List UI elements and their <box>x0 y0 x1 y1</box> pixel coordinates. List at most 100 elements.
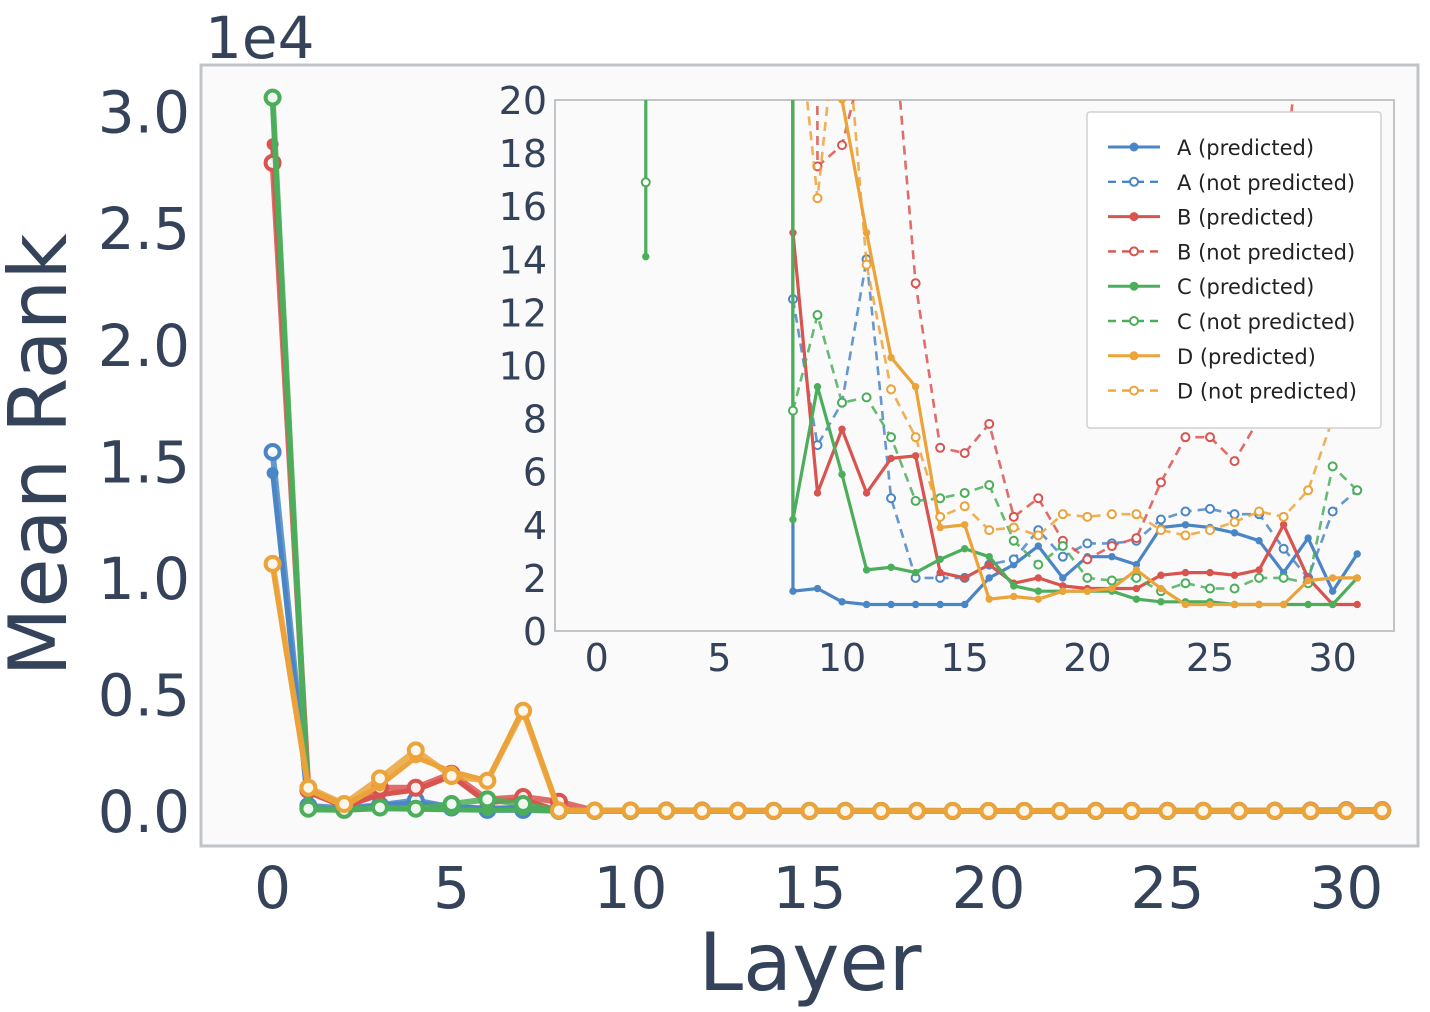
data-point <box>943 801 962 820</box>
data-point <box>813 383 822 391</box>
data-point <box>911 383 920 391</box>
data-point <box>910 495 921 506</box>
data-point <box>1082 572 1093 583</box>
legend-swatch-marker <box>1129 212 1139 222</box>
data-point <box>299 799 318 818</box>
data-point <box>299 778 318 797</box>
data-point <box>813 489 822 497</box>
legend-item-b-not-predicted: B (not predicted) <box>1108 240 1355 264</box>
y-tick-label: 0.5 <box>98 661 190 729</box>
data-point <box>1086 801 1105 820</box>
data-point <box>935 442 946 453</box>
data-point <box>442 795 461 814</box>
data-point <box>1327 506 1338 517</box>
data-point <box>1057 551 1068 562</box>
data-point <box>1229 509 1240 520</box>
data-point <box>1108 584 1116 593</box>
data-point <box>1328 587 1337 595</box>
legend-label: B (predicted) <box>1177 206 1314 230</box>
data-point <box>1008 554 1019 565</box>
data-point <box>1229 517 1240 528</box>
data-point <box>1132 566 1141 574</box>
data-point <box>549 801 568 820</box>
data-point <box>370 769 389 788</box>
legend-swatch-marker <box>1129 316 1139 326</box>
data-point <box>1180 432 1191 443</box>
legend-swatch-marker <box>1129 385 1139 396</box>
y-tick-label: 2.5 <box>98 195 190 263</box>
data-point <box>1180 578 1191 589</box>
data-point <box>872 801 891 820</box>
data-point <box>1229 583 1240 594</box>
legend-label: C (not predicted) <box>1177 310 1355 334</box>
data-point <box>1194 801 1213 820</box>
data-point <box>1180 530 1191 541</box>
inset-y-tick-label: 6 <box>523 451 547 495</box>
data-point <box>1034 595 1042 603</box>
legend-swatch-marker <box>1129 142 1139 152</box>
inset-x-tick-label: 30 <box>1308 636 1356 680</box>
data-point <box>838 100 846 104</box>
data-point <box>910 278 921 289</box>
data-point <box>1301 801 1320 820</box>
series-line <box>840 100 1358 607</box>
data-point <box>442 767 461 786</box>
data-point <box>812 193 823 204</box>
data-point <box>263 443 282 462</box>
data-point <box>887 454 895 463</box>
data-point <box>1106 509 1117 520</box>
data-point <box>621 801 640 820</box>
y-tick-label: 1.5 <box>98 428 190 496</box>
series-line <box>791 232 1358 607</box>
data-point <box>1158 801 1177 820</box>
data-point <box>640 177 651 188</box>
inset-x-tick-label: 5 <box>707 636 731 680</box>
data-point <box>1303 485 1314 496</box>
data-point <box>1181 600 1190 609</box>
data-point <box>1337 801 1356 820</box>
data-point <box>838 470 846 479</box>
data-point <box>1157 571 1165 579</box>
data-point <box>1131 572 1142 583</box>
inset-x-ticks: 0 5 10 15 20 25 30 <box>585 636 1357 680</box>
data-point <box>1327 461 1338 472</box>
data-point <box>1051 801 1070 820</box>
legend-item-a-predicted: A (predicted) <box>1108 136 1314 160</box>
data-point <box>1010 592 1018 601</box>
data-point <box>1279 521 1288 529</box>
data-point <box>1122 801 1141 820</box>
data-point <box>862 229 871 237</box>
data-point <box>1254 506 1265 517</box>
data-point <box>1082 554 1093 565</box>
inset-y-tick-label: 0 <box>523 610 547 654</box>
data-point <box>263 554 282 573</box>
data-point <box>960 574 969 582</box>
data-point <box>1328 574 1337 582</box>
x-tick-label: 25 <box>1131 854 1205 922</box>
inset-series-group <box>640 100 1363 609</box>
main-x-ticks: 0 5 10 15 20 25 30 <box>254 854 1383 922</box>
data-point <box>936 568 944 577</box>
data-point <box>406 799 425 818</box>
data-point <box>478 771 497 790</box>
legend-swatch-marker <box>1129 246 1139 257</box>
x-tick-label: 15 <box>773 854 847 922</box>
data-point <box>1181 568 1190 577</box>
data-point <box>985 560 993 569</box>
legend-item-a-not-predicted: A (not predicted) <box>1108 171 1355 195</box>
legend-label: D (predicted) <box>1177 345 1316 369</box>
main-series-group <box>263 88 1392 820</box>
inset-y-tick-label: 4 <box>523 504 547 548</box>
legend-item-d-not-predicted: D (not predicted) <box>1108 380 1357 404</box>
data-point <box>1157 598 1165 606</box>
legend-swatch-marker <box>1129 281 1139 291</box>
data-point <box>1033 493 1044 504</box>
data-point <box>657 801 676 820</box>
data-point <box>985 574 993 582</box>
legend-item-d-predicted: D (predicted) <box>1108 345 1316 369</box>
data-point <box>1181 521 1190 529</box>
data-point <box>1008 511 1019 522</box>
legend-box <box>1086 111 1382 429</box>
main-y-ticks: 0.0 0.5 1.0 1.5 2.0 2.5 3.0 <box>98 79 190 846</box>
